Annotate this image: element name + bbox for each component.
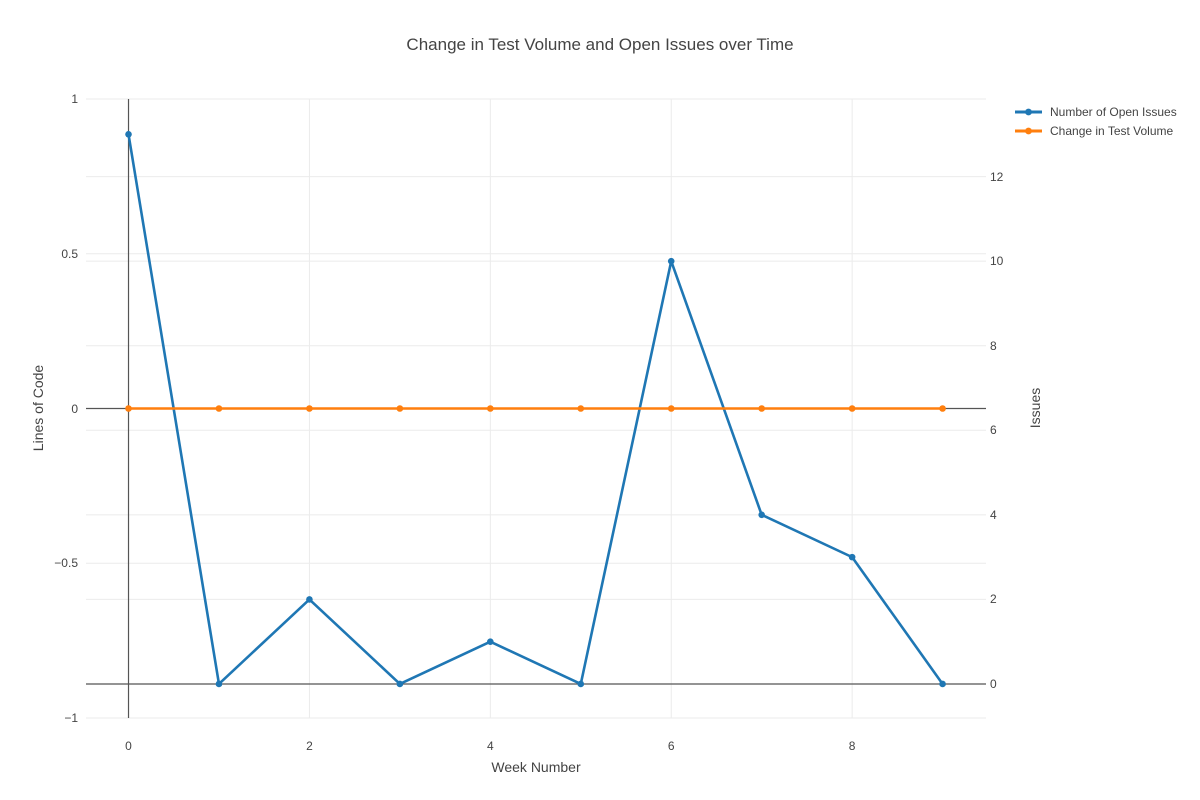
x-tick-label-0: 0 [125, 739, 132, 753]
series-line-number-of-open-issues [127, 134, 944, 686]
data-point-number-of-open-issues-week-1[interactable] [215, 680, 223, 688]
x-axis-title: Week Number [491, 759, 581, 775]
data-point-number-of-open-issues-week-3[interactable] [396, 680, 404, 688]
legend-label: Change in Test Volume [1050, 124, 1174, 138]
legend-item-number-of-open-issues[interactable]: Number of Open Issues [1014, 105, 1177, 119]
legend: Number of Open Issues Change in Test Vol… [1014, 105, 1177, 138]
x-tick-label-8: 8 [848, 739, 856, 753]
x-tick-label-2: 2 [306, 739, 313, 753]
y-right-tick-label-6: 6 [990, 423, 997, 438]
y-left-tick-label-1: −0.5 [54, 556, 78, 571]
y-left-tick-label-2: 0 [71, 401, 78, 416]
data-point-number-of-open-issues-week-8[interactable] [848, 553, 856, 561]
y-left-tick-label-4: 1 [71, 92, 78, 106]
y-right-tick-label-12: 12 [990, 169, 1004, 184]
y-right-tick-label-0: 0 [990, 676, 997, 691]
x-tick-label-4: 4 [486, 739, 494, 753]
legend-line-sample-icon [1015, 127, 1042, 135]
y-right-tick-label-4: 4 [990, 507, 997, 522]
data-point-number-of-open-issues-week-2[interactable] [306, 596, 313, 603]
data-point-change-in-test-volume-week-3[interactable] [396, 405, 404, 412]
y-axis-right-title: Issues [1027, 387, 1043, 429]
data-point-change-in-test-volume-week-8[interactable] [848, 405, 856, 412]
data-point-change-in-test-volume-week-4[interactable] [487, 405, 494, 412]
data-point-number-of-open-issues-week-6[interactable] [667, 257, 675, 265]
data-point-change-in-test-volume-week-0[interactable] [125, 405, 132, 412]
data-point-number-of-open-issues-week-5[interactable] [577, 680, 585, 688]
x-tick-label-6: 6 [667, 739, 675, 753]
data-point-change-in-test-volume-week-6[interactable] [667, 405, 675, 412]
y-right-tick-label-8: 8 [990, 338, 997, 353]
y-left-tick-label-3: 0.5 [61, 246, 78, 261]
y-right-tick-label-2: 2 [990, 592, 997, 607]
data-point-change-in-test-volume-week-9[interactable] [939, 405, 946, 412]
data-point-change-in-test-volume-week-5[interactable] [577, 405, 585, 412]
data-point-change-in-test-volume-week-7[interactable] [758, 405, 765, 412]
y-left-tick-label-0: −1 [64, 711, 78, 725]
y-right-tick-label-10: 10 [990, 254, 1004, 269]
data-point-number-of-open-issues-week-0[interactable] [125, 131, 132, 138]
data-point-change-in-test-volume-week-2[interactable] [306, 405, 313, 412]
legend-label: Number of Open Issues [1050, 105, 1177, 119]
legend-line-sample-icon [1015, 108, 1042, 116]
legend-item-change-in-test-volume[interactable]: Change in Test Volume [1014, 124, 1177, 138]
y-axis-left-title: Lines of Code [30, 364, 46, 452]
data-point-number-of-open-issues-week-9[interactable] [939, 680, 946, 688]
data-point-change-in-test-volume-week-1[interactable] [215, 405, 223, 412]
data-point-number-of-open-issues-week-4[interactable] [487, 638, 494, 645]
chart-title: Change in Test Volume and Open Issues ov… [406, 35, 794, 54]
data-point-number-of-open-issues-week-7[interactable] [758, 511, 765, 519]
